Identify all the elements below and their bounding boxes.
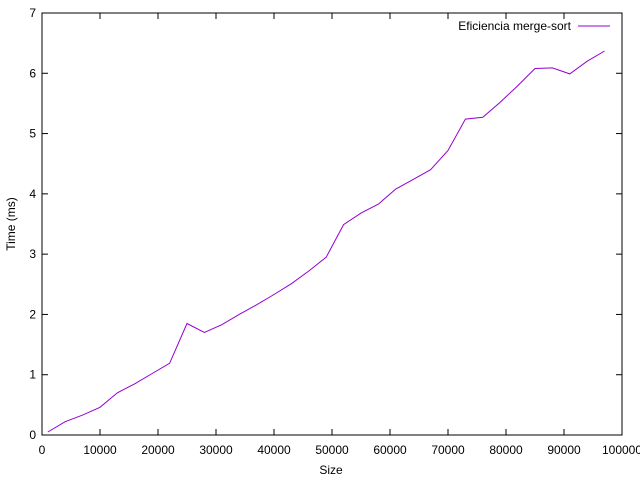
series-line-eficiencia-merge-sort	[47, 50, 605, 433]
x-tick-label: 10000	[83, 443, 117, 457]
x-tick-label: 0	[39, 443, 46, 457]
y-tick-label: 0	[29, 428, 36, 442]
x-tick-label: 70000	[431, 443, 465, 457]
x-tick-label: 50000	[315, 443, 349, 457]
y-tick-label: 7	[29, 6, 36, 20]
y-tick-label: 1	[29, 368, 36, 382]
x-tick-label: 40000	[257, 443, 291, 457]
y-axis: 0 1 2 3 4 5 6 7	[29, 6, 622, 442]
plot-frame	[41, 12, 623, 436]
legend-label: Eficiencia merge-sort	[458, 19, 571, 33]
x-tick-label: 100000	[602, 443, 640, 457]
y-axis-label: Time (ms)	[4, 197, 18, 251]
x-axis-label: Size	[319, 463, 343, 477]
legend: Eficiencia merge-sort	[458, 19, 610, 33]
y-tick-label: 4	[29, 187, 36, 201]
x-tick-label: 60000	[373, 443, 407, 457]
x-tick-label: 30000	[199, 443, 233, 457]
y-tick-label: 2	[29, 307, 36, 321]
x-tick-label: 80000	[489, 443, 523, 457]
x-axis: 0 10000 20000 30000 40000 50000 60000 70000 8000…	[39, 13, 640, 457]
y-tick-label: 5	[29, 127, 36, 141]
y-tick-label: 3	[29, 247, 36, 261]
y-tick-label: 6	[29, 66, 36, 80]
x-tick-label: 20000	[141, 443, 175, 457]
x-tick-label: 90000	[547, 443, 581, 457]
